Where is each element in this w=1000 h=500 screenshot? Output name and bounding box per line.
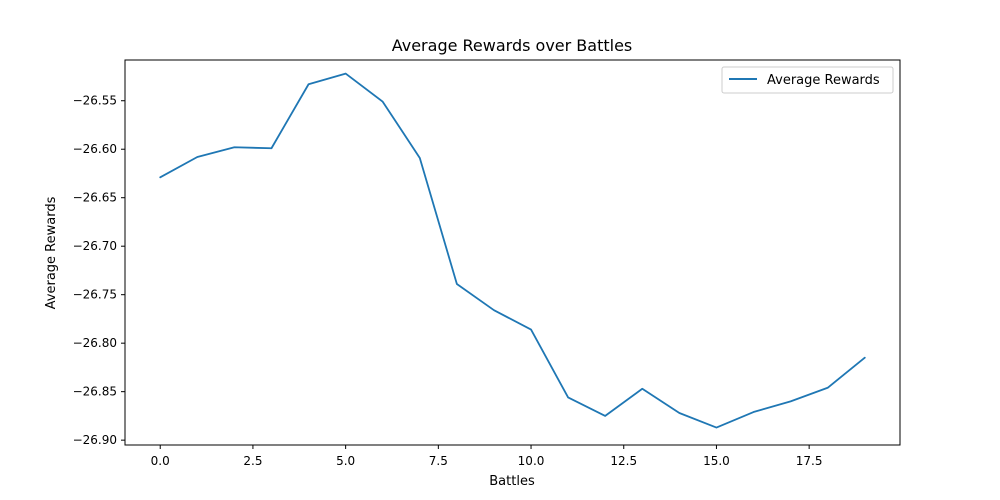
legend: Average Rewards	[721, 66, 894, 94]
x-axis-ticks: 0.0 2.5 5.0 7.5 10.0 12.5 15.0 17.5	[151, 445, 823, 468]
x-tick-label: 5.0	[336, 454, 355, 468]
x-axis-label: Battles	[489, 474, 535, 489]
x-tick-label: 2.5	[243, 454, 262, 468]
y-axis-ticks: −26.55 −26.60 −26.65 −26.70 −26.75 −26.80 −26.…	[73, 94, 125, 447]
x-tick-label: 10.0	[518, 454, 545, 468]
series-layer	[159, 72, 866, 429]
legend-box	[721, 66, 894, 94]
y-tick-label: −26.55	[73, 94, 117, 108]
plot-area	[125, 60, 900, 445]
y-tick-label: −26.75	[73, 288, 117, 302]
y-tick-label: −26.60	[73, 142, 117, 156]
series-line	[159, 72, 866, 429]
x-tick-label: 12.5	[610, 454, 637, 468]
y-axis-label: Average Rewards	[44, 196, 59, 309]
x-tick-label: 17.5	[796, 454, 823, 468]
chart-title: Average Rewards over Battles	[392, 36, 633, 55]
x-tick-label: 7.5	[429, 454, 448, 468]
y-tick-label: −26.80	[73, 336, 117, 350]
y-tick-label: −26.90	[73, 433, 117, 447]
y-tick-label: −26.70	[73, 239, 117, 253]
plot-frame	[124, 59, 901, 446]
x-tick-label: 0.0	[151, 454, 170, 468]
legend-label: Average Rewards	[767, 73, 880, 88]
x-tick-label: 15.0	[703, 454, 730, 468]
y-tick-label: −26.65	[73, 191, 117, 205]
y-tick-label: −26.85	[73, 385, 117, 399]
